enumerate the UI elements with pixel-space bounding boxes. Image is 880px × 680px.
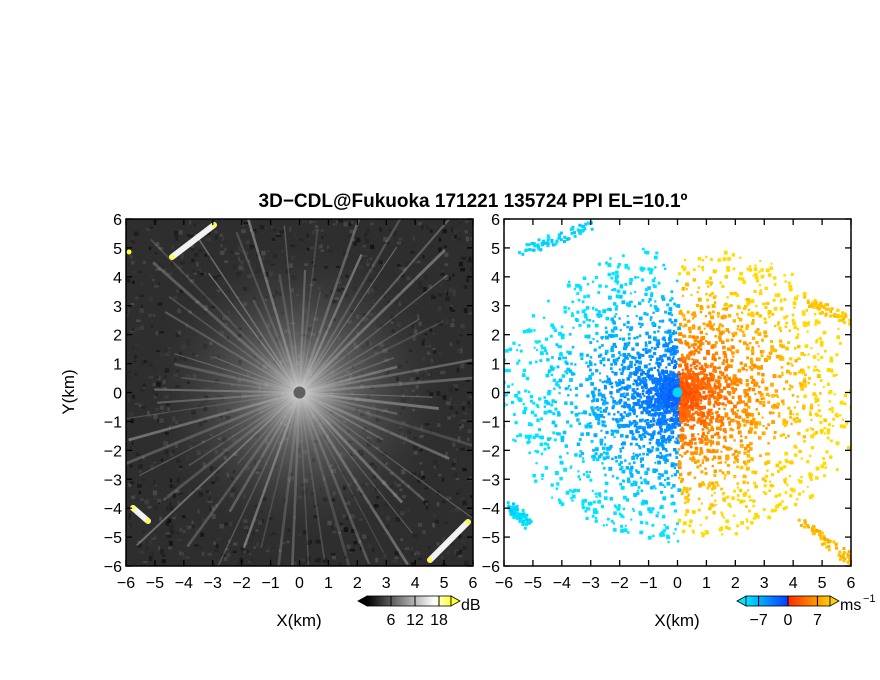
velocity-panel: −6 −5 −4 −3 −2 −1 0 1 2 3 4 5 6 6 5 4 3 2 1 0 −1 −2 −3 −4 −5 −6 X… bbox=[482, 212, 876, 630]
velocity-y-tick-label: 2 bbox=[491, 328, 500, 345]
velocity-x-tick-label: 1 bbox=[702, 575, 711, 592]
velocity-x-tick-label: 3 bbox=[760, 575, 769, 592]
velocity-x-tick-label: 5 bbox=[818, 575, 827, 592]
velocity-x-tick-label: −2 bbox=[611, 575, 629, 592]
velocity-colorbar-unit: ms bbox=[840, 597, 861, 614]
intensity-colorbar-unit: dB bbox=[461, 597, 481, 614]
intensity-y-axis-label: Y(km) bbox=[59, 369, 78, 414]
velocity-x-tick-label: 6 bbox=[847, 575, 856, 592]
intensity-x-tick-label: −4 bbox=[175, 575, 193, 592]
velocity-y-tick-label: 5 bbox=[491, 241, 500, 258]
velocity-site-marker bbox=[672, 387, 683, 398]
velocity-x-tick-label: −5 bbox=[524, 575, 542, 592]
intensity-y-tick-label: 2 bbox=[113, 328, 122, 345]
intensity-y-tick-label: −4 bbox=[104, 501, 122, 518]
figure-title: 3D−CDL@Fukuoka 171221 135724 PPI EL=10.1… bbox=[259, 191, 688, 212]
radar-site-marker bbox=[293, 386, 306, 399]
velocity-colorbar-tick: −7 bbox=[749, 612, 767, 629]
velocity-y-tick-label: −5 bbox=[482, 530, 500, 547]
intensity-x-axis-label: X(km) bbox=[276, 611, 321, 630]
velocity-y-tick-label: 0 bbox=[491, 386, 500, 403]
velocity-colorbar-unit-exponent: −1 bbox=[863, 593, 876, 605]
velocity-x-axis-label: X(km) bbox=[654, 611, 699, 630]
intensity-x-tick-label: 5 bbox=[440, 575, 449, 592]
intensity-y-tick-label: −1 bbox=[104, 414, 122, 431]
intensity-x-tick-label: −1 bbox=[261, 575, 279, 592]
intensity-colorbar-tick: 12 bbox=[406, 612, 424, 629]
intensity-x-tick-label: 3 bbox=[382, 575, 391, 592]
intensity-y-tick-label: −5 bbox=[104, 530, 122, 547]
intensity-y-tick-label: 0 bbox=[113, 386, 122, 403]
intensity-y-tick-label: 6 bbox=[113, 212, 122, 229]
intensity-y-tick-label: −2 bbox=[104, 443, 122, 460]
intensity-x-tick-label: −2 bbox=[233, 575, 251, 592]
intensity-y-tick-label: 1 bbox=[113, 357, 122, 374]
intensity-colorbar: 6 12 18 dB bbox=[357, 595, 481, 629]
intensity-y-tick-label: 4 bbox=[113, 270, 122, 287]
velocity-x-tick-label: −6 bbox=[495, 575, 513, 592]
velocity-y-tick-label: 6 bbox=[491, 212, 500, 229]
velocity-x-tick-label: 4 bbox=[789, 575, 798, 592]
velocity-x-tick-label: −1 bbox=[639, 575, 657, 592]
velocity-x-tick-label: 0 bbox=[673, 575, 682, 592]
velocity-colorbar-tick: 0 bbox=[784, 612, 793, 629]
intensity-x-tick-label: 4 bbox=[411, 575, 420, 592]
intensity-colorbar-tick: 18 bbox=[430, 612, 448, 629]
intensity-y-tick-label: −6 bbox=[104, 559, 122, 576]
intensity-x-tick-label: −6 bbox=[117, 575, 135, 592]
velocity-y-tick-label: 4 bbox=[491, 270, 500, 287]
velocity-y-tick-label: −4 bbox=[482, 501, 500, 518]
intensity-x-tick-label: 6 bbox=[469, 575, 478, 592]
intensity-x-tick-label: −3 bbox=[204, 575, 222, 592]
intensity-x-tick-label: 2 bbox=[353, 575, 362, 592]
velocity-colorbar: −7 0 7 ms −1 bbox=[736, 593, 876, 629]
intensity-x-tick-label: 0 bbox=[295, 575, 304, 592]
velocity-y-tick-label: 3 bbox=[491, 299, 500, 316]
velocity-y-tick-label: −2 bbox=[482, 443, 500, 460]
intensity-x-tick-label: 1 bbox=[324, 575, 333, 592]
velocity-x-tick-label: −3 bbox=[582, 575, 600, 592]
velocity-y-tick-label: −3 bbox=[482, 472, 500, 489]
intensity-y-tick-label: −3 bbox=[104, 472, 122, 489]
velocity-y-tick-label: 1 bbox=[491, 357, 500, 374]
velocity-x-tick-label: 2 bbox=[731, 575, 740, 592]
velocity-colorbar-tick: 7 bbox=[813, 612, 822, 629]
intensity-colorbar-tick: 6 bbox=[387, 612, 396, 629]
intensity-y-tick-label: 3 bbox=[113, 299, 122, 316]
velocity-x-tick-label: −4 bbox=[553, 575, 571, 592]
intensity-x-tick-label: −5 bbox=[146, 575, 164, 592]
velocity-y-tick-label: −1 bbox=[482, 414, 500, 431]
velocity-y-tick-label: −6 bbox=[482, 559, 500, 576]
intensity-y-tick-label: 5 bbox=[113, 241, 122, 258]
